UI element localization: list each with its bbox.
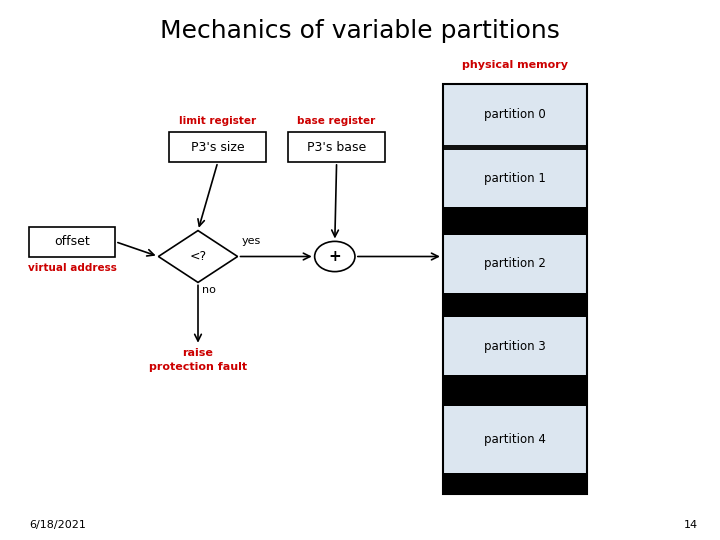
Text: partition 2: partition 2 [484,258,546,271]
Text: partition 3: partition 3 [484,340,546,353]
Bar [443,150,587,207]
Text: virtual address: virtual address [27,263,117,273]
Bar [443,145,587,150]
Polygon shape [158,231,238,282]
Bar [443,406,587,472]
Bar [443,235,587,293]
Bar [443,375,587,406]
Bar [288,132,385,162]
Bar [169,132,266,162]
Text: base register: base register [297,116,376,126]
Text: partition 4: partition 4 [484,433,546,446]
Text: physical memory: physical memory [462,60,568,70]
Circle shape [315,241,355,272]
Bar [443,318,587,375]
Text: +: + [328,249,341,264]
Text: P3's base: P3's base [307,140,366,154]
Text: limit register: limit register [179,116,256,126]
Text: offset: offset [54,235,90,248]
Bar [443,472,587,494]
Text: no: no [202,285,216,295]
Text: 14: 14 [684,520,698,530]
Text: P3's size: P3's size [191,140,245,154]
Text: raise
protection fault: raise protection fault [149,348,247,372]
Text: partition 1: partition 1 [484,172,546,185]
Text: <?: <? [189,250,207,263]
Text: 6/18/2021: 6/18/2021 [29,520,86,530]
Text: partition 0: partition 0 [484,107,546,121]
Text: Mechanics of variable partitions: Mechanics of variable partitions [160,19,560,43]
Bar [443,84,587,145]
Bar [443,207,587,235]
Bar [29,227,115,256]
Bar [443,84,587,494]
Text: yes: yes [241,235,261,246]
Bar [443,293,587,318]
